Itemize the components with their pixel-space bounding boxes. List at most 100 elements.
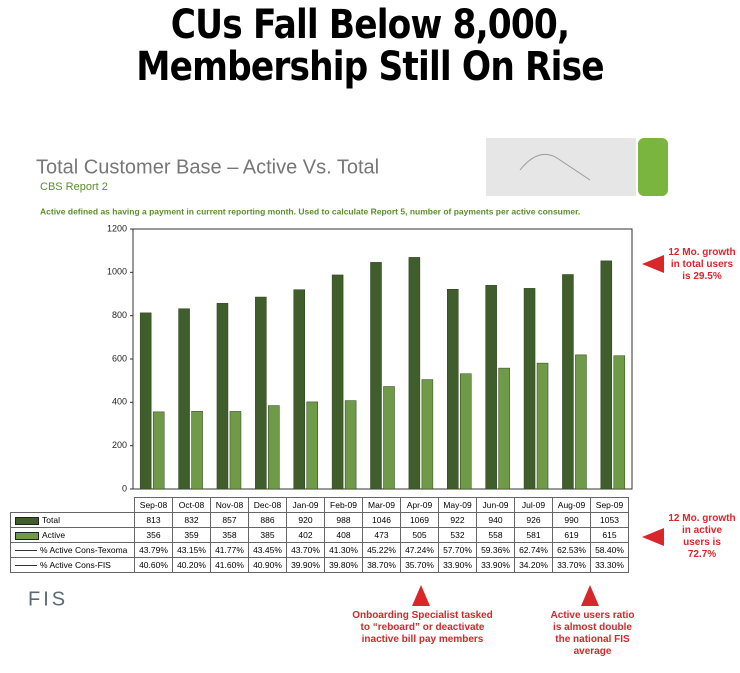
bar bbox=[370, 262, 382, 490]
bar bbox=[216, 303, 229, 490]
table-cell: 1046 bbox=[362, 512, 401, 528]
table-cell: 581 bbox=[514, 527, 553, 543]
table-cell: Jun-09 bbox=[476, 497, 515, 513]
table-cell: Jan-09 bbox=[286, 497, 325, 513]
table-cell: 33.90% bbox=[438, 557, 477, 573]
table-cell: 558 bbox=[476, 527, 515, 543]
legend-label: % Active Cons-FIS bbox=[40, 560, 111, 570]
table-cell: 33.70% bbox=[552, 557, 591, 573]
y-tick-label: 0 bbox=[122, 483, 127, 493]
table-cell: 886 bbox=[248, 512, 287, 528]
legend-label: Active bbox=[42, 530, 66, 540]
table-cell: 41.77% bbox=[210, 542, 249, 558]
table-cell: 926 bbox=[514, 512, 553, 528]
bar bbox=[408, 257, 421, 490]
header-image-hand bbox=[519, 153, 591, 181]
legend-swatch bbox=[15, 531, 39, 540]
table-cell: Active bbox=[10, 527, 135, 543]
table-cell: 832 bbox=[172, 512, 211, 528]
table-cell: 922 bbox=[438, 512, 477, 528]
bar bbox=[178, 308, 190, 490]
bar bbox=[268, 405, 280, 490]
plot-frame bbox=[132, 228, 633, 490]
chart-note: Active defined as having a payment in cu… bbox=[40, 206, 580, 216]
table-cell: 39.80% bbox=[324, 557, 363, 573]
bar bbox=[152, 411, 165, 490]
legend-label: Total bbox=[42, 515, 60, 525]
y-tick-label: 800 bbox=[112, 310, 127, 320]
table-cell: Feb-09 bbox=[324, 497, 363, 513]
table-cell: Apr-09 bbox=[400, 497, 439, 513]
bar bbox=[191, 410, 203, 490]
table-cell: 41.60% bbox=[210, 557, 249, 573]
table-cell: 43.70% bbox=[286, 542, 325, 558]
table-cell: 47.24% bbox=[400, 542, 439, 558]
table-cell: Total bbox=[10, 512, 135, 528]
bar bbox=[523, 288, 536, 490]
table-cell: 43.45% bbox=[248, 542, 287, 558]
bar bbox=[306, 401, 318, 490]
table-cell: 813 bbox=[134, 512, 173, 528]
table-cell: 35.70% bbox=[400, 557, 439, 573]
table-cell: Aug-09 bbox=[552, 497, 591, 513]
bar bbox=[255, 296, 267, 490]
table-cell: 62.74% bbox=[514, 542, 553, 558]
header-image bbox=[486, 138, 636, 196]
table-cell: 857 bbox=[210, 512, 249, 528]
table-row: Active 356 359 358 385 402 408 473 505 532 558 581 6… bbox=[10, 527, 629, 543]
arrow bbox=[642, 255, 664, 273]
table-cell: 38.70% bbox=[362, 557, 401, 573]
table-cell: 408 bbox=[324, 527, 363, 543]
y-tick-label: 1200 bbox=[107, 223, 127, 233]
table-cell: 402 bbox=[286, 527, 325, 543]
table-cell: 1053 bbox=[590, 512, 629, 528]
table-cell: Sep-09 bbox=[590, 497, 629, 513]
bar bbox=[460, 373, 472, 490]
table-row: % Active Cons-Texoma 43.79% 43.15% 41.77% 43… bbox=[10, 542, 629, 558]
legend-swatch bbox=[15, 550, 37, 552]
legend-swatch bbox=[15, 565, 37, 567]
bar bbox=[383, 386, 395, 490]
bar bbox=[485, 285, 497, 490]
table-cell: 45.22% bbox=[362, 542, 401, 558]
annotation: 12 Mo. growth in total users is 29.5% bbox=[668, 247, 736, 282]
bar bbox=[613, 355, 626, 490]
bar bbox=[447, 288, 459, 490]
table-cell: 43.15% bbox=[172, 542, 211, 558]
bar bbox=[421, 379, 434, 490]
bar bbox=[575, 354, 587, 490]
chart-title: Total Customer Base – Active Vs. Total bbox=[36, 156, 379, 178]
table-cell: 505 bbox=[400, 527, 439, 543]
table-cell: 58.40% bbox=[590, 542, 629, 558]
y-tick-label: 1000 bbox=[107, 267, 127, 277]
logo: FIS bbox=[28, 588, 68, 610]
table-cell: 43.79% bbox=[134, 542, 173, 558]
legend-swatch bbox=[15, 516, 39, 525]
table-cell: 990 bbox=[552, 512, 591, 528]
bar bbox=[139, 312, 152, 490]
table-cell: 1069 bbox=[400, 512, 439, 528]
bar bbox=[536, 362, 549, 490]
bar bbox=[331, 274, 344, 490]
table-cell: Mar-09 bbox=[362, 497, 401, 513]
table-cell: % Active Cons-Texoma bbox=[10, 542, 135, 558]
table-cell: 359 bbox=[172, 527, 211, 543]
table-cell: Oct-08 bbox=[172, 497, 211, 513]
y-tick-label: 600 bbox=[112, 353, 127, 363]
table-cell bbox=[11, 498, 135, 513]
bar bbox=[293, 289, 305, 490]
table-cell: 40.60% bbox=[134, 557, 173, 573]
bar bbox=[562, 274, 574, 490]
table-cell: 358 bbox=[210, 527, 249, 543]
table-cell: Nov-08 bbox=[210, 497, 249, 513]
table-cell: 532 bbox=[438, 527, 477, 543]
bar bbox=[600, 260, 613, 490]
table-cell: 385 bbox=[248, 527, 287, 543]
table-cell: 59.36% bbox=[476, 542, 515, 558]
table-cell: 920 bbox=[286, 512, 325, 528]
headline: CUs Fall Below 8,000, bbox=[170, 2, 570, 48]
table-row: Sep-08 Oct-08 Nov-08 Dec-08 Jan-09 Feb-09 Mar-… bbox=[11, 497, 629, 513]
table-cell: 41.30% bbox=[324, 542, 363, 558]
table-cell: Dec-08 bbox=[248, 497, 287, 513]
